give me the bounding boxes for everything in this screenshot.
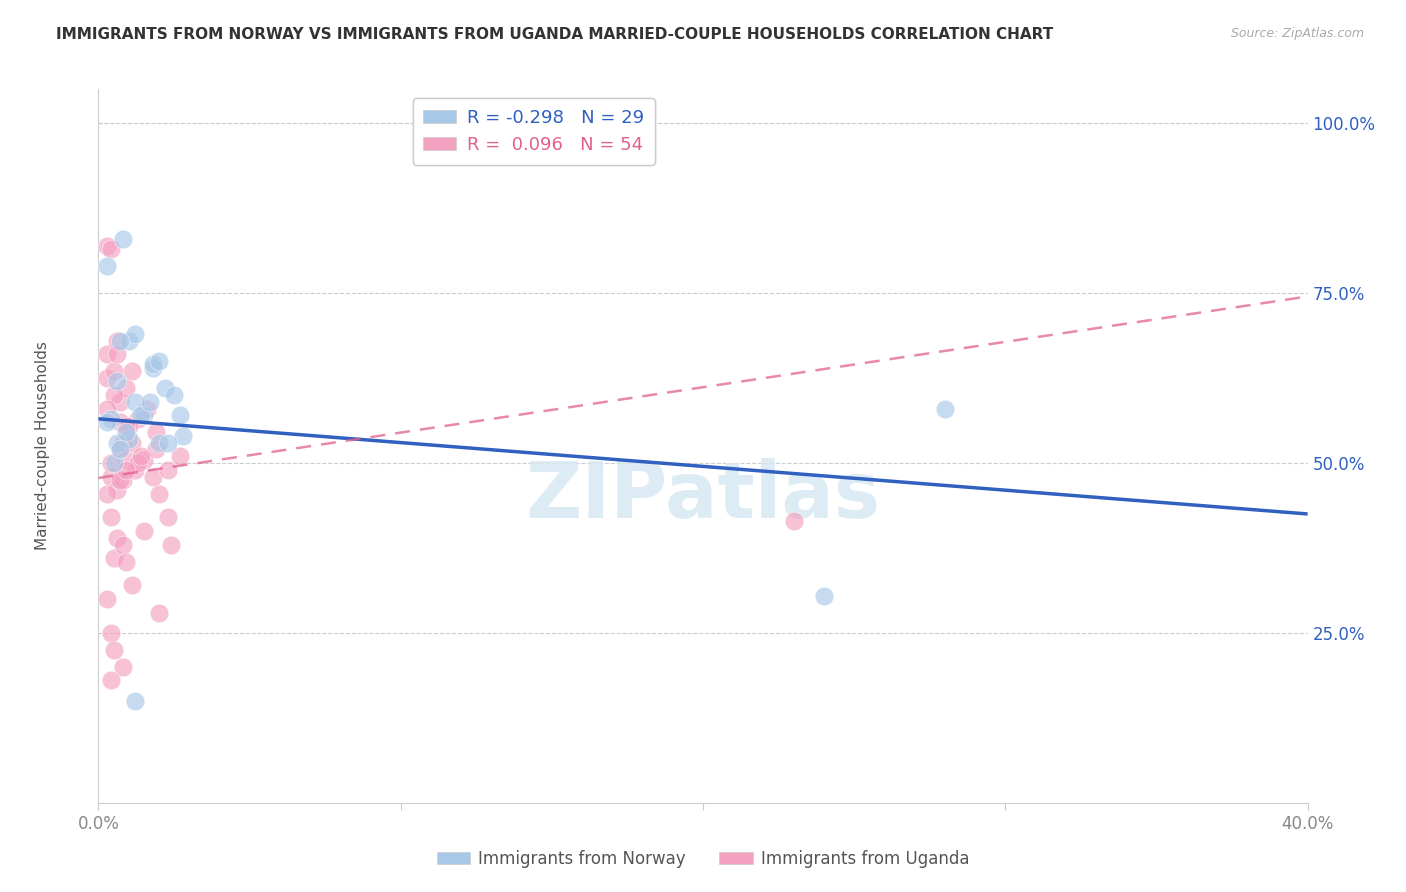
Point xyxy=(103,456,125,470)
Point xyxy=(103,364,125,378)
Point xyxy=(105,483,128,498)
Point xyxy=(96,259,118,273)
Point xyxy=(111,537,134,551)
Point xyxy=(142,358,165,372)
Point xyxy=(124,694,146,708)
Point xyxy=(169,449,191,463)
Point xyxy=(105,531,128,545)
Point xyxy=(100,412,122,426)
Point xyxy=(100,673,122,688)
Point xyxy=(129,409,152,423)
Point xyxy=(96,347,118,361)
Point xyxy=(96,486,118,500)
Point xyxy=(132,452,155,467)
Point xyxy=(124,326,146,341)
Point xyxy=(132,524,155,538)
Point xyxy=(121,578,143,592)
Point xyxy=(108,334,131,348)
Point xyxy=(135,401,157,416)
Point xyxy=(108,394,131,409)
Point xyxy=(100,456,122,470)
Point xyxy=(148,606,170,620)
Point xyxy=(108,415,131,429)
Point xyxy=(103,643,125,657)
Y-axis label: Married-couple Households: Married-couple Households xyxy=(35,342,49,550)
Point xyxy=(163,388,186,402)
Point xyxy=(103,388,125,402)
Point xyxy=(142,360,165,375)
Point xyxy=(142,469,165,483)
Point xyxy=(96,591,118,606)
Point xyxy=(105,347,128,361)
Point xyxy=(114,555,136,569)
Point xyxy=(108,442,131,457)
Point xyxy=(127,412,149,426)
Text: Source: ZipAtlas.com: Source: ZipAtlas.com xyxy=(1230,27,1364,40)
Point xyxy=(100,626,122,640)
Point xyxy=(160,537,183,551)
Point xyxy=(169,409,191,423)
Point xyxy=(153,381,176,395)
Point xyxy=(129,449,152,463)
Point xyxy=(105,435,128,450)
Point xyxy=(934,401,956,416)
Point xyxy=(111,660,134,674)
Text: ZIPatlas: ZIPatlas xyxy=(526,458,880,534)
Point xyxy=(156,463,179,477)
Point xyxy=(813,589,835,603)
Point xyxy=(782,514,804,528)
Point xyxy=(132,409,155,423)
Point xyxy=(124,463,146,477)
Point xyxy=(148,354,170,368)
Point xyxy=(118,418,141,433)
Point xyxy=(114,418,136,433)
Point xyxy=(145,425,167,440)
Point xyxy=(148,435,170,450)
Point xyxy=(105,375,128,389)
Point xyxy=(118,432,141,446)
Point xyxy=(96,238,118,252)
Legend: Immigrants from Norway, Immigrants from Uganda: Immigrants from Norway, Immigrants from … xyxy=(430,844,976,875)
Point xyxy=(103,551,125,566)
Point xyxy=(108,473,131,487)
Point xyxy=(121,435,143,450)
Point xyxy=(121,364,143,378)
Point xyxy=(118,334,141,348)
Point xyxy=(100,510,122,524)
Point xyxy=(156,510,179,524)
Point xyxy=(96,371,118,385)
Point xyxy=(96,415,118,429)
Point xyxy=(114,425,136,440)
Point xyxy=(111,435,134,450)
Point xyxy=(100,242,122,256)
Point xyxy=(114,452,136,467)
Point xyxy=(111,232,134,246)
Point xyxy=(105,334,128,348)
Point xyxy=(145,442,167,457)
Point xyxy=(172,429,194,443)
Point xyxy=(108,442,131,457)
Point xyxy=(148,486,170,500)
Point xyxy=(139,394,162,409)
Legend: R = -0.298   N = 29, R =  0.096   N = 54: R = -0.298 N = 29, R = 0.096 N = 54 xyxy=(412,98,655,165)
Point xyxy=(96,401,118,416)
Point xyxy=(124,394,146,409)
Point xyxy=(100,469,122,483)
Point xyxy=(127,456,149,470)
Point xyxy=(114,381,136,395)
Text: IMMIGRANTS FROM NORWAY VS IMMIGRANTS FROM UGANDA MARRIED-COUPLE HOUSEHOLDS CORRE: IMMIGRANTS FROM NORWAY VS IMMIGRANTS FRO… xyxy=(56,27,1053,42)
Point xyxy=(111,473,134,487)
Point xyxy=(114,463,136,477)
Point xyxy=(156,435,179,450)
